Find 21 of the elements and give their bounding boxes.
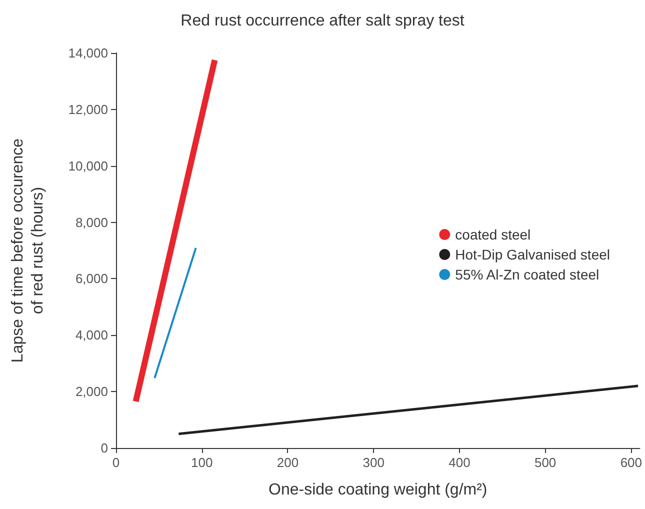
x-axis-title: One-side coating weight (g/m²) [268,482,488,498]
x-tick-label: 400 [448,455,470,470]
x-tick-label: 300 [362,455,384,470]
y-tick-label: 8,000 [75,214,108,230]
legend-label: Hot-Dip Galvanised steel [455,246,610,262]
x-tick-label: 0 [112,455,120,470]
y-tick-label: 2,000 [75,384,108,400]
y-axis-title: Lapse of time before occurence of red rust (hours) [10,138,46,363]
x-tick-label: 100 [191,455,213,470]
chart-title: Red rust occurrence after salt spray test [180,12,465,30]
y-tick-label: 14,000 [68,46,108,60]
y-tick-label: 10,000 [68,158,108,174]
y-tick-label: 4,000 [75,328,108,343]
y-tick-label: 12,000 [68,102,108,117]
y-tick-label: 6,000 [75,271,108,286]
legend-label: coated steel [455,226,531,242]
x-tick-label: 500 [534,455,556,470]
x-tick-label: 600 [620,455,642,470]
x-tick-label: 200 [276,455,299,470]
y-tick-label: 0 [100,440,108,456]
legend-label: 55% Al-Zn coated steel [455,266,600,282]
